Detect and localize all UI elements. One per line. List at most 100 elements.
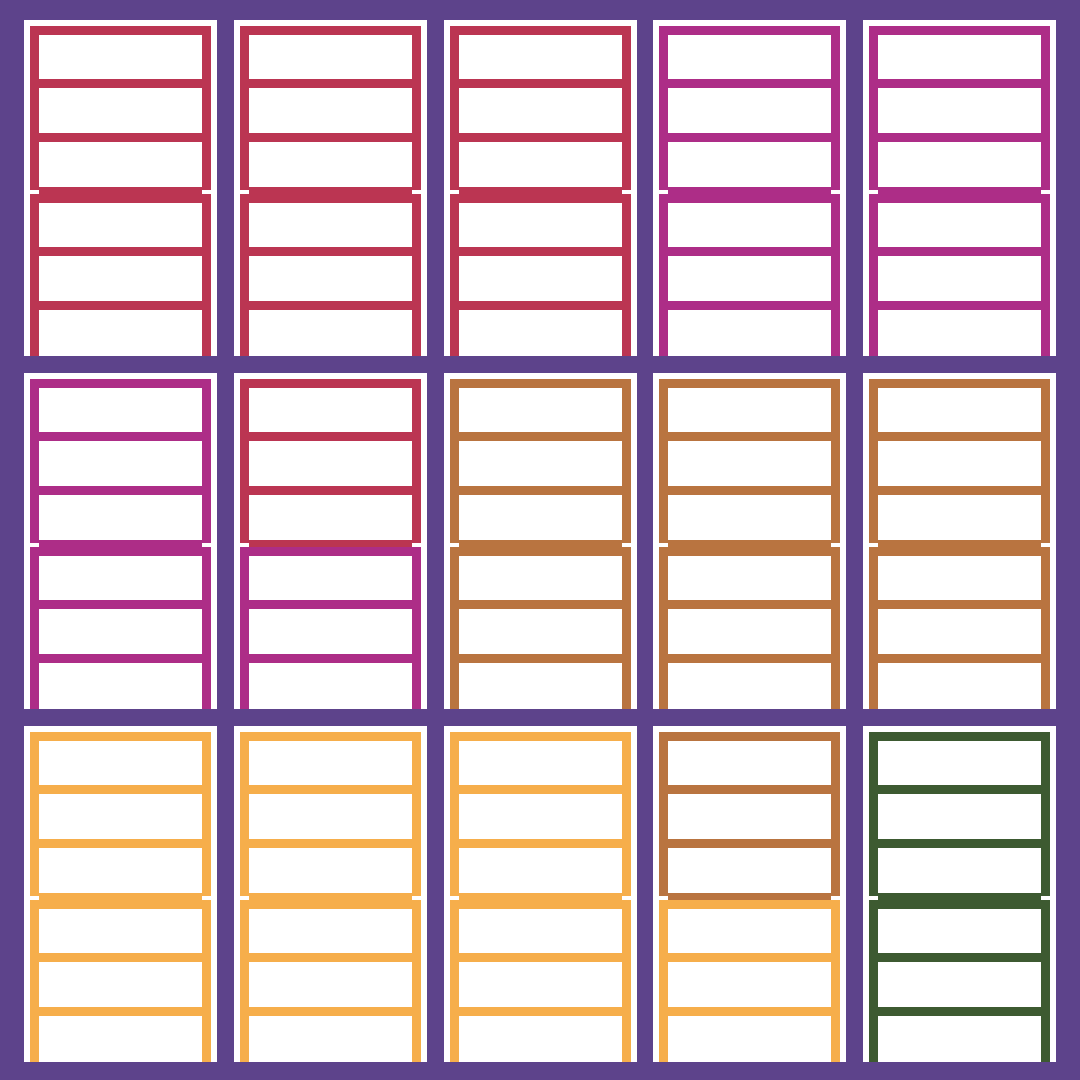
checklist-divider (459, 133, 622, 142)
checklist-divider (39, 432, 202, 441)
sticker-cell (653, 20, 846, 356)
checklist-divider (39, 893, 202, 902)
checklist-divider (878, 432, 1041, 441)
checklist-box-bottom (869, 547, 1050, 709)
checklist-box-top (30, 379, 211, 549)
checklist-divider (459, 301, 622, 310)
checklist-divider (668, 540, 831, 549)
checklist-divider (668, 785, 831, 794)
checklist-divider (668, 486, 831, 495)
checklist-box-top (240, 732, 421, 902)
checklist-divider (668, 654, 831, 663)
checklist-divider (878, 187, 1041, 196)
checklist-divider (459, 1007, 622, 1016)
checklist-divider (459, 486, 622, 495)
checklist-divider (249, 540, 412, 549)
checklist-box-top (869, 732, 1050, 902)
checklist-divider (878, 1007, 1041, 1016)
checklist-divider (668, 187, 831, 196)
sticker-cell (863, 373, 1056, 709)
sticker-cell (234, 20, 427, 356)
checklist-box-bottom (240, 194, 421, 356)
checklist-divider (668, 839, 831, 848)
checklist-box-bottom (30, 194, 211, 356)
checklist-divider (249, 79, 412, 88)
checklist-box-bottom (450, 547, 631, 709)
checklist-divider (878, 839, 1041, 848)
checklist-divider (459, 654, 622, 663)
checklist-divider (39, 486, 202, 495)
checklist-box-top (450, 732, 631, 902)
checklist-divider (249, 1007, 412, 1016)
checklist-box-bottom (659, 194, 840, 356)
checklist-divider (878, 953, 1041, 962)
checklist-box-bottom (30, 547, 211, 709)
checklist-box-bottom (240, 547, 421, 709)
checklist-divider (878, 79, 1041, 88)
checklist-divider (459, 600, 622, 609)
sticker-cell (863, 726, 1056, 1062)
checklist-divider (249, 432, 412, 441)
checklist-divider (249, 486, 412, 495)
checklist-box-top (30, 26, 211, 196)
checklist-divider (39, 187, 202, 196)
checklist-divider (39, 133, 202, 142)
sticker-cell (234, 373, 427, 709)
checklist-box-bottom (659, 547, 840, 709)
checklist-box-bottom (659, 900, 840, 1062)
checklist-divider (249, 301, 412, 310)
checklist-divider (459, 953, 622, 962)
checklist-divider (39, 247, 202, 256)
checklist-divider (668, 301, 831, 310)
checklist-divider (878, 785, 1041, 794)
checklist-divider (39, 839, 202, 848)
checklist-box-top (30, 732, 211, 902)
checklist-box-bottom (450, 194, 631, 356)
checklist-box-bottom (869, 900, 1050, 1062)
checklist-divider (878, 654, 1041, 663)
sticker-cell (24, 20, 217, 356)
checklist-divider (878, 893, 1041, 902)
checklist-divider (878, 301, 1041, 310)
sticker-cell (24, 373, 217, 709)
checklist-divider (39, 600, 202, 609)
checklist-divider (668, 133, 831, 142)
checklist-divider (878, 600, 1041, 609)
sticker-cell (444, 726, 637, 1062)
sticker-cell (653, 373, 846, 709)
checklist-box-top (659, 379, 840, 549)
checklist-divider (249, 247, 412, 256)
checklist-divider (459, 79, 622, 88)
checklist-divider (39, 785, 202, 794)
checklist-divider (249, 893, 412, 902)
checklist-divider (459, 540, 622, 549)
checklist-divider (459, 187, 622, 196)
checklist-divider (459, 785, 622, 794)
checklist-divider (878, 247, 1041, 256)
checklist-box-top (869, 379, 1050, 549)
sticker-cell (444, 20, 637, 356)
checklist-box-bottom (240, 900, 421, 1062)
checklist-divider (249, 654, 412, 663)
sticker-cell (234, 726, 427, 1062)
checklist-box-top (240, 26, 421, 196)
checklist-divider (668, 1007, 831, 1016)
checklist-divider (249, 133, 412, 142)
checklist-divider (668, 893, 831, 902)
checklist-box-top (659, 26, 840, 196)
checklist-divider (249, 785, 412, 794)
checklist-box-top (450, 379, 631, 549)
checklist-divider (249, 600, 412, 609)
checklist-box-bottom (450, 900, 631, 1062)
checklist-divider (668, 247, 831, 256)
checklist-divider (878, 486, 1041, 495)
sticker-cell (444, 373, 637, 709)
checklist-divider (39, 540, 202, 549)
checklist-divider (249, 953, 412, 962)
checklist-divider (39, 1007, 202, 1016)
checklist-box-bottom (869, 194, 1050, 356)
checklist-divider (459, 432, 622, 441)
checklist-divider (39, 79, 202, 88)
sticker-cell (653, 726, 846, 1062)
checklist-divider (878, 133, 1041, 142)
